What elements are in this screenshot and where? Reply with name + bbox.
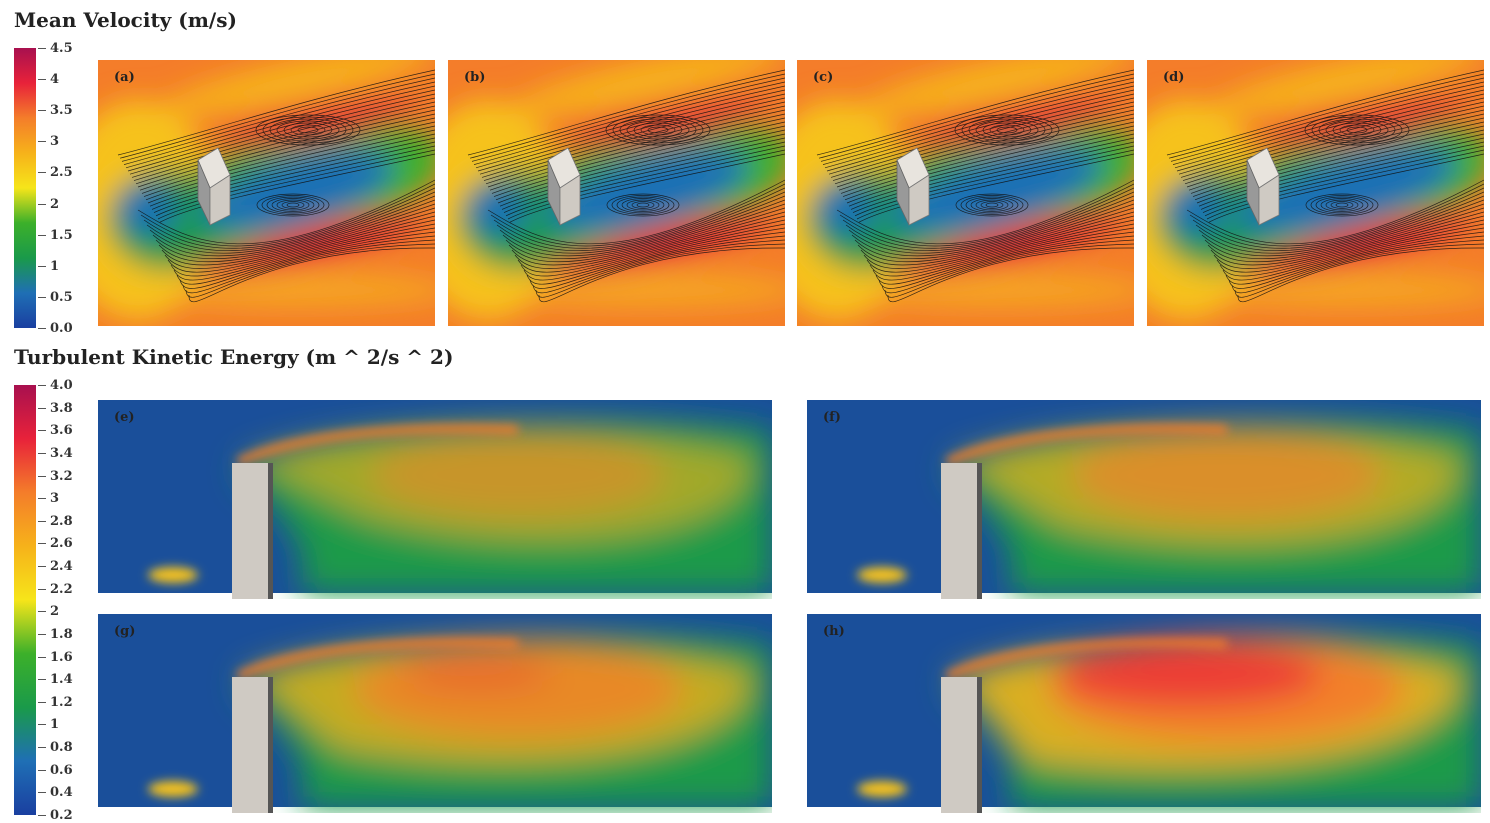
tke-colorbar (14, 385, 36, 815)
streamlines (1166, 69, 1484, 303)
colorbar-tick: 0.4 (50, 785, 73, 801)
colorbar-tick: 3.5 (50, 103, 73, 119)
tke-title: Turbulent Kinetic Energy (m ^ 2/s ^ 2) (14, 345, 454, 369)
colorbar-tick: 1 (50, 717, 60, 733)
building (197, 147, 231, 226)
colorbar-tick: 1.2 (50, 694, 73, 710)
colorbar-tick: 3.8 (50, 400, 73, 416)
colorbar-tick: 0.5 (50, 289, 73, 305)
colorbar-tick: 2 (50, 196, 60, 212)
panel-label: (g) (114, 624, 136, 639)
building (896, 147, 930, 226)
building (547, 147, 581, 226)
colorbar-tick: 1.6 (50, 649, 73, 665)
panel-label: (b) (464, 70, 486, 85)
colorbar-tick: 3.6 (50, 423, 73, 439)
colorbar-tick: 1 (50, 258, 60, 274)
tke-panel: (e) (98, 400, 772, 599)
tke-panel: (h) (807, 614, 1481, 813)
colorbar-tick: 0.6 (50, 762, 73, 778)
streamlines (467, 69, 785, 303)
colorbar-tick: 1.4 (50, 672, 73, 688)
colorbar-tick: 1.5 (50, 227, 73, 243)
velocity-panel: (a) (98, 60, 435, 326)
streamlines (117, 69, 435, 303)
colorbar-tick: 3 (50, 491, 60, 507)
panel-label: (e) (114, 410, 135, 425)
building (232, 463, 273, 599)
panel-label: (d) (1163, 70, 1185, 85)
colorbar-tick: 3 (50, 134, 60, 150)
colorbar-tick: 3.2 (50, 468, 73, 484)
panel-label: (h) (823, 624, 845, 639)
colorbar-tick: 4 (50, 72, 60, 88)
colorbar-tick: 0.8 (50, 740, 73, 756)
colorbar-tick: 2.5 (50, 165, 73, 181)
velocity-colorbar (14, 48, 36, 328)
streamlines (816, 69, 1134, 303)
panel-label: (c) (813, 70, 834, 85)
panel-label: (a) (114, 70, 135, 85)
colorbar-tick: 0.2 (50, 808, 73, 823)
colorbar-tick: 2 (50, 604, 60, 620)
colorbar-tick: 4.0 (50, 378, 73, 393)
velocity-title: Mean Velocity (m/s) (14, 8, 237, 32)
building (941, 677, 982, 813)
colorbar-tick: 2.8 (50, 513, 73, 529)
colorbar-tick: 2.4 (50, 559, 73, 575)
tke-panel: (f) (807, 400, 1481, 599)
building (1246, 147, 1280, 226)
building (232, 677, 273, 813)
panel-label: (f) (823, 410, 841, 425)
colorbar-tick: 2.2 (50, 581, 73, 597)
velocity-panel: (c) (797, 60, 1134, 326)
velocity-panel: (d) (1147, 60, 1484, 326)
colorbar-tick: 1.8 (50, 626, 73, 642)
colorbar-tick: 4.5 (50, 41, 73, 56)
colorbar-tick: 2.6 (50, 536, 73, 552)
tke-panel: (g) (98, 614, 772, 813)
colorbar-tick: 3.4 (50, 445, 73, 461)
building (941, 463, 982, 599)
velocity-panel: (b) (448, 60, 785, 326)
colorbar-tick: 0.0 (50, 321, 73, 336)
